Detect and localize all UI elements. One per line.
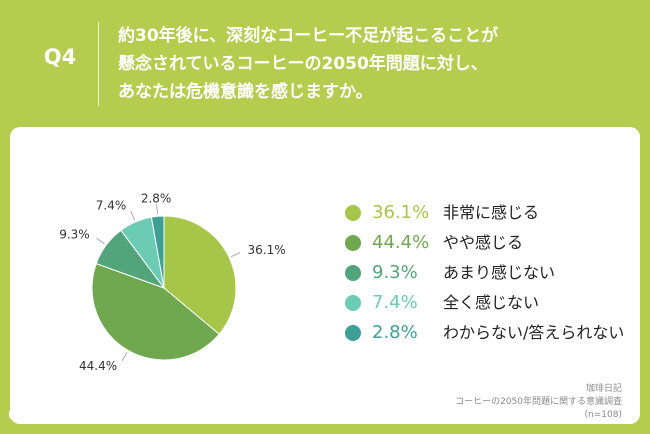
legend-swatch — [345, 235, 361, 251]
legend-item: 9.3% あまり感じない — [345, 261, 635, 291]
question-line: 約30年後に、深刻なコーヒー不足が起こることが — [118, 26, 499, 46]
slice-label: 44.4% — [79, 359, 117, 373]
legend-percent: 36.1% — [372, 202, 430, 223]
legend-swatch — [345, 205, 361, 221]
legend-percent: 2.8% — [372, 322, 418, 343]
question-number: Q4 — [43, 45, 77, 69]
question-text: 約30年後に、深刻なコーヒー不足が起こることが 懸念されているコーヒーの2050… — [118, 22, 638, 106]
slice-label: 7.4% — [96, 198, 127, 212]
pie-slice — [91, 262, 220, 361]
slice-label: 2.8% — [141, 191, 172, 205]
slice-label: 9.3% — [59, 227, 90, 241]
leader-line — [121, 351, 128, 362]
legend-label: わからない/答えられない — [443, 323, 625, 342]
brand-name: リサピー — [28, 407, 84, 423]
legend-item: 36.1% 非常に感じる — [345, 201, 635, 231]
legend: 36.1% 非常に感じる 44.4% やや感じる 9.3% あまり感じない 7.… — [345, 201, 635, 351]
legend-swatch — [345, 265, 361, 281]
question-line: あなたは危機意識を感じますか。 — [118, 82, 373, 102]
legend-item: 44.4% やや感じる — [345, 231, 635, 261]
legend-label: あまり感じない — [443, 263, 556, 282]
legend-swatch — [345, 295, 361, 311]
header-divider — [98, 22, 99, 106]
header: Q4 約30年後に、深刻なコーヒー不足が起こることが 懸念されているコーヒーの2… — [0, 0, 650, 128]
pie-slice — [150, 215, 165, 289]
legend-label: 全く感じない — [443, 293, 540, 312]
survey-title: コーヒーの2050年問題に関する意識調査 — [455, 397, 622, 407]
brand-logo: リサピー — [8, 404, 84, 424]
leader-line — [156, 204, 158, 215]
speech-bubble-q-icon — [8, 406, 25, 423]
sample-size: (n=108) — [584, 410, 622, 420]
question-line: 懸念されているコーヒーの2050年問題に対し、 — [118, 54, 488, 74]
pie-chart: 36.1% 44.4% 9.3% 7.4% 2.8% — [59, 191, 286, 373]
legend-item: 7.4% 全く感じない — [345, 291, 635, 321]
legend-percent: 7.4% — [372, 292, 418, 313]
legend-label: 非常に感じる — [443, 203, 540, 222]
chart-card: 36.1% 44.4% 9.3% 7.4% 2.8% 36.1% 非常に感じる 44.4… — [10, 127, 640, 424]
source-note: 珈琲日記 コーヒーの2050年問題に関する意識調査 (n=108) — [455, 383, 622, 422]
legend-percent: 44.4% — [372, 232, 430, 253]
legend-swatch — [345, 325, 361, 341]
legend-label: やや感じる — [443, 233, 524, 252]
pie-slice — [163, 215, 237, 335]
leader-line — [230, 252, 241, 258]
legend-percent: 9.3% — [372, 262, 418, 283]
slice-label: 36.1% — [248, 243, 286, 257]
legend-item: 2.8% わからない/答えられない — [345, 321, 635, 351]
leader-line — [96, 237, 105, 245]
leader-line — [130, 210, 135, 221]
source-name: 珈琲日記 — [585, 384, 622, 394]
